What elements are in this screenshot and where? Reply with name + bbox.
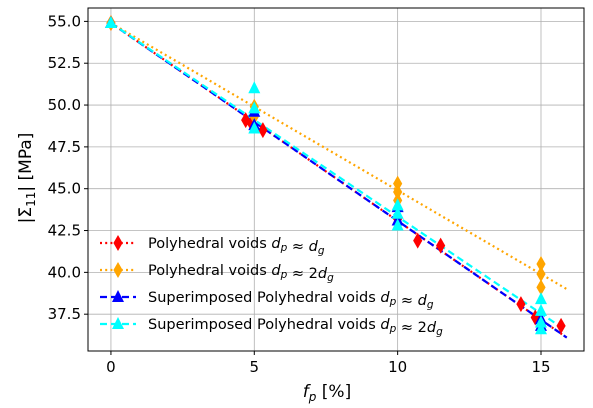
legend-label: Superimposed Polyhedral voids dp ≈ dg [148, 290, 434, 311]
data-point [391, 206, 404, 219]
x-tick-label: 10 [388, 358, 407, 376]
data-point [393, 175, 403, 192]
data-point [248, 121, 261, 134]
data-point [536, 279, 546, 296]
data-point [258, 122, 268, 139]
data-point [112, 290, 124, 302]
data-point [113, 235, 123, 251]
data-point [534, 303, 547, 316]
data-point [413, 232, 423, 249]
y-axis-label: |Σ̄11| [MPa] [16, 133, 38, 224]
data-point [536, 266, 546, 283]
data-point [248, 81, 261, 94]
legend-label: Polyhedral voids dp ≈ dg [148, 236, 325, 257]
fit-lines [110, 22, 568, 339]
x-tick-label: 5 [250, 358, 260, 376]
data-point [391, 198, 404, 211]
data-point [248, 101, 261, 114]
x-tick-label: 15 [531, 358, 550, 376]
data-point [534, 292, 547, 305]
data-point [516, 296, 526, 313]
y-tick-label: 50.0 [48, 96, 81, 114]
x-tick-label: 0 [106, 358, 116, 376]
legend: Polyhedral voids dp ≈ dg Polyhedral voids… [100, 235, 443, 338]
data-point [536, 255, 546, 272]
data-point [391, 218, 404, 231]
y-tick-label: 40.0 [48, 263, 81, 281]
data-point [112, 317, 124, 329]
y-tick-label: 55.0 [48, 12, 81, 30]
y-tick-label: 45.0 [48, 180, 81, 198]
plot-frame [87, 7, 585, 352]
data-point [556, 317, 566, 334]
y-tick-label: 37.5 [48, 305, 81, 323]
data-point [534, 322, 547, 335]
data-point [113, 262, 123, 278]
axis-ticks: 0 5 10 15 37.5 40.0 42.5 45.0 47.5 50.0 52.5 55.0 [48, 12, 551, 376]
y-tick-label: 52.5 [48, 54, 81, 72]
legend-label: Superimposed Polyhedral voids dp ≈ 2dg [148, 317, 443, 338]
data-markers [104, 15, 566, 335]
x-axis-label: fp [%] [303, 382, 351, 404]
data-point [436, 237, 446, 254]
data-point [104, 16, 117, 29]
data-point [393, 184, 403, 201]
legend-label: Polyhedral voids dp ≈ 2dg [148, 263, 334, 284]
y-tick-label: 47.5 [48, 138, 81, 156]
data-point [534, 315, 547, 328]
fit-line [110, 22, 568, 332]
y-tick-label: 42.5 [48, 222, 81, 240]
